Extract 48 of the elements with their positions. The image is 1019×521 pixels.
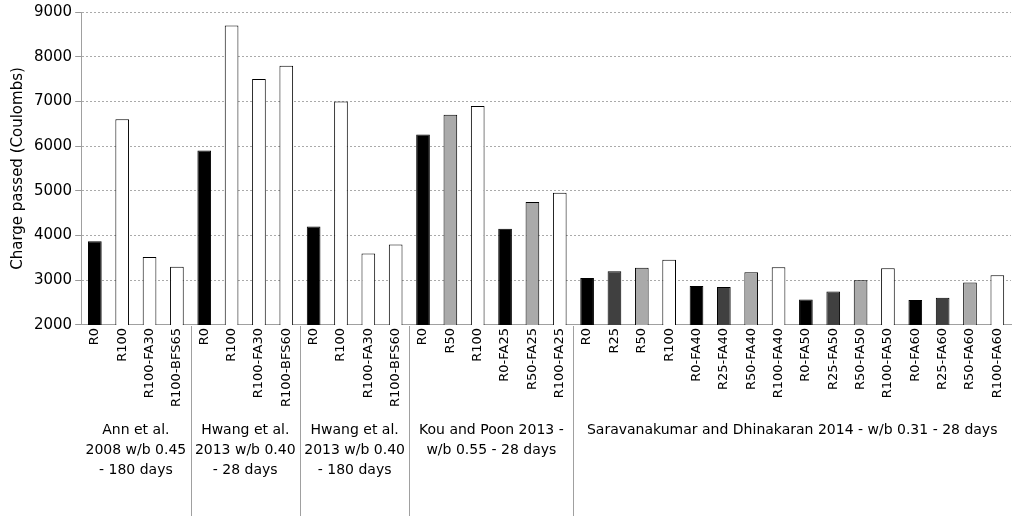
text: Kou and Poon 2013 - w/b 0.55 - 28 days	[418, 420, 565, 459]
x-tick-label: R100-BFS60	[387, 327, 403, 408]
y-tick-label: 9000	[33, 1, 73, 20]
x-tick-label: R50-FA25	[523, 327, 539, 390]
x-tick-label: R100-FA30	[140, 327, 156, 399]
x-tick-label: R25-FA60	[934, 327, 950, 390]
y-tick-label: 6000	[33, 136, 73, 155]
x-tick-label: R50	[633, 327, 649, 354]
text: Ann et al. 2008 w/b 0.45 - 180 days	[84, 420, 188, 479]
x-tick-label: R25	[605, 327, 621, 354]
x-tick-label: R50-FA40	[742, 327, 758, 390]
x-tick-label: R100-FA60	[988, 327, 1004, 399]
x-tick-label: R50-FA60	[961, 327, 977, 390]
x-tick-label: R0	[578, 327, 594, 346]
x-tick-label: R50-FA50	[851, 327, 867, 390]
x-tick-label: R0	[414, 327, 430, 346]
text: Saravanakumar and Dhinakaran 2014 - w/b 0.31 - 28 days	[585, 420, 999, 439]
x-tick-label: R100-BFS60	[277, 327, 293, 408]
x-tick-label: R0-FA50	[797, 327, 813, 382]
x-tick-label: R0-FA40	[687, 327, 703, 382]
x-tick-label: R100-FA30	[250, 327, 266, 399]
x-tick-label: R100-FA30	[359, 327, 375, 399]
x-tick-label: R100-FA40	[769, 327, 785, 399]
y-tick-label: 2000	[33, 314, 73, 333]
x-tick-label: R100	[469, 327, 485, 362]
x-tick-label: R100-FA25	[551, 327, 567, 399]
x-tick-label: R0-FA60	[906, 327, 922, 382]
x-tick-label: R0	[305, 327, 321, 346]
text: Hwang et al. 2013 w/b 0.40 - 28 days	[193, 420, 297, 479]
text: Hwang et al. 2013 w/b 0.40 - 180 days	[303, 420, 407, 479]
x-tick-label: R25-FA40	[715, 327, 731, 390]
x-tick-label: R100	[332, 327, 348, 362]
y-tick-label: 4000	[33, 225, 73, 244]
x-tick-label: R100	[660, 327, 676, 362]
y-axis-title: Charge passed (Coulombs)	[7, 67, 26, 270]
x-tick-label: R0-FA25	[496, 327, 512, 382]
y-tick-label: 3000	[33, 270, 73, 289]
x-tick-label: R100	[222, 327, 238, 362]
y-tick-label: 7000	[33, 91, 73, 110]
x-tick-label: R25-FA50	[824, 327, 840, 390]
x-tick-label: R100	[113, 327, 129, 362]
x-tick-label: R50	[441, 327, 457, 354]
x-tick-label: R100-FA50	[879, 327, 895, 399]
x-tick-label: R0	[86, 327, 102, 346]
x-tick-label: R100-BFS65	[168, 327, 184, 408]
y-tick-label: 5000	[33, 180, 73, 199]
x-tick-label: R0	[195, 327, 211, 346]
y-tick-label: 8000	[33, 46, 73, 65]
